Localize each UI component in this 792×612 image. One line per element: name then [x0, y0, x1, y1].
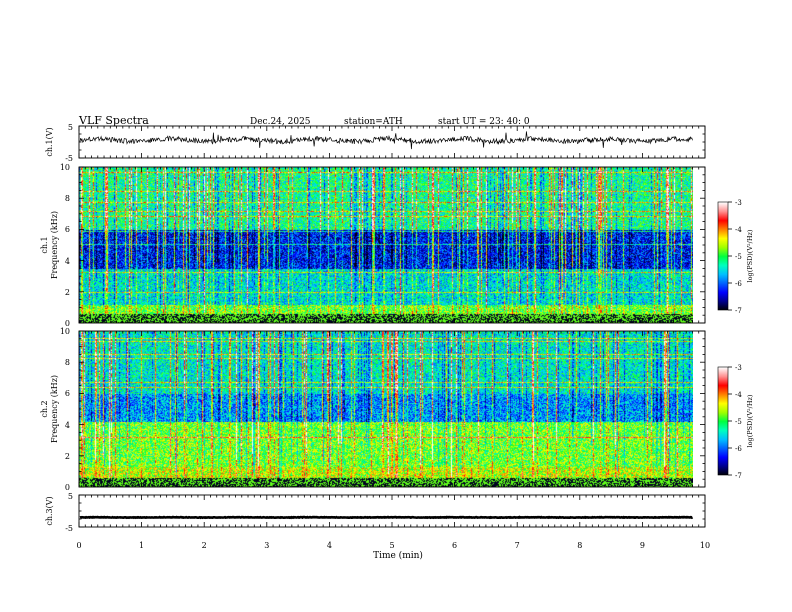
ch2-spectrogram-channel-label: ch.2: [40, 400, 49, 417]
ch1-waveform-trace: [79, 131, 693, 150]
time-tick-label-1: 1: [139, 541, 144, 550]
time-tick-label-6: 6: [452, 541, 457, 550]
ch1-colorbar-tick-m6: -6: [735, 280, 742, 288]
ch1-freq-tick-0: 0: [65, 319, 70, 328]
time-tick-label-5: 5: [389, 541, 394, 550]
ch1-frequency-axis-label: Frequency (kHz): [50, 211, 59, 279]
time-tick-label-10: 10: [700, 541, 710, 550]
ch2-frequency-axis-label: Frequency (kHz): [50, 375, 59, 443]
date-label: Dec.24, 2025: [250, 117, 311, 127]
ch3-waveform-trace: [79, 515, 694, 520]
ch2-colorbar-tick-m5: -5: [735, 418, 742, 426]
ch2-colorbar: -3 -4 -5 -6 -7 log(PSD)(V²/Hz): [717, 364, 754, 480]
ch1-ylabel: ch.1(V): [45, 127, 54, 156]
ch2-colorbar-label: log(PSD)(V²/Hz): [746, 394, 754, 447]
ch1-colorbar-label: log(PSD)(V²/Hz): [746, 229, 754, 282]
ch2-spectrogram-panel: 0 2 4 6 8 10 ch.2 Frequency (kHz): [40, 327, 706, 492]
ch1-frequency-tick-labels: 0 2 4 6 8 10: [60, 163, 70, 328]
ch3-waveform-panel: 5 -5 ch.3(V): [45, 492, 706, 533]
ch1-colorbar-ticks: [728, 201, 732, 311]
time-tick-label-8: 8: [577, 541, 582, 550]
colorbar-fill: [718, 367, 728, 475]
ch1-axis-ticks: [78, 125, 706, 159]
waveform-line: [79, 515, 694, 520]
ch2-colorbar-tick-m6: -6: [735, 445, 742, 453]
ch1-freq-tick-2: 2: [65, 288, 70, 297]
ch1-spectrogram-image: [79, 167, 693, 323]
ch3-ytick-bottom: -5: [65, 524, 73, 533]
ch2-freq-tick-2: 2: [65, 452, 70, 461]
colorbar-fill: [718, 202, 728, 310]
ch2-colorbar-ticks: [728, 366, 732, 476]
ch2-spectrogram-image: [79, 331, 693, 487]
ch1-colorbar-tick-m5: -5: [735, 253, 742, 261]
ch2-freq-tick-10: 10: [60, 327, 70, 336]
start-time-label: start UT = 23: 40: 0: [438, 117, 530, 127]
ch1-freq-tick-10: 10: [60, 163, 70, 172]
figure-title: VLF Spectra: [78, 114, 149, 127]
time-axis-label: Time (min): [373, 550, 423, 561]
ch1-colorbar-tick-m4: -4: [735, 226, 742, 234]
time-tick-label-4: 4: [327, 541, 332, 550]
ch1-freq-tick-4: 4: [65, 257, 70, 266]
time-tick-label-0: 0: [76, 541, 81, 550]
ch1-ytick-top: 5: [68, 123, 73, 132]
ch1-ytick-bottom: -5: [65, 154, 73, 163]
time-tick-label-3: 3: [264, 541, 269, 550]
waveform-line: [79, 131, 693, 150]
ch2-freq-tick-0: 0: [65, 483, 70, 492]
ch3-axis-ticks: [78, 494, 706, 528]
time-tick-label-2: 2: [202, 541, 207, 550]
ch1-waveform-panel: 5 -5 ch.1(V): [45, 123, 706, 163]
ch3-ytick-top: 5: [68, 492, 73, 501]
time-tick-label-9: 9: [640, 541, 645, 550]
time-axis-tick-labels: 0 1 2 3 4 5 6 7 8 9 10: [76, 541, 710, 550]
ch2-spectrogram-ticks: [78, 330, 706, 488]
ch2-colorbar-tick-m7: -7: [735, 472, 742, 480]
ch1-colorbar-tick-m3: -3: [735, 199, 742, 207]
ch2-colorbar-tick-m4: -4: [735, 391, 742, 399]
ch1-freq-tick-8: 8: [65, 194, 70, 203]
ch2-frequency-tick-labels: 0 2 4 6 8 10: [60, 327, 70, 492]
ch1-freq-tick-6: 6: [65, 225, 70, 234]
ch2-freq-tick-4: 4: [65, 421, 70, 430]
ch2-freq-tick-8: 8: [65, 358, 70, 367]
ch2-freq-tick-6: 6: [65, 389, 70, 398]
time-tick-label-7: 7: [515, 541, 520, 550]
ch1-spectrogram-channel-label: ch.1: [40, 236, 49, 253]
ch1-colorbar-tick-m7: -7: [735, 307, 742, 315]
ch1-colorbar: -3 -4 -5 -6 -7 log(PSD)(V²/Hz): [717, 199, 754, 315]
ch1-spectrogram-ticks: [78, 166, 706, 324]
ch2-colorbar-tick-m3: -3: [735, 364, 742, 372]
ch1-spectrogram-panel: 0 2 4 6 8 10 ch.1 Frequency (kHz): [40, 163, 706, 328]
ch3-ylabel: ch.3(V): [45, 496, 54, 525]
station-label: station=ATH: [344, 117, 403, 127]
